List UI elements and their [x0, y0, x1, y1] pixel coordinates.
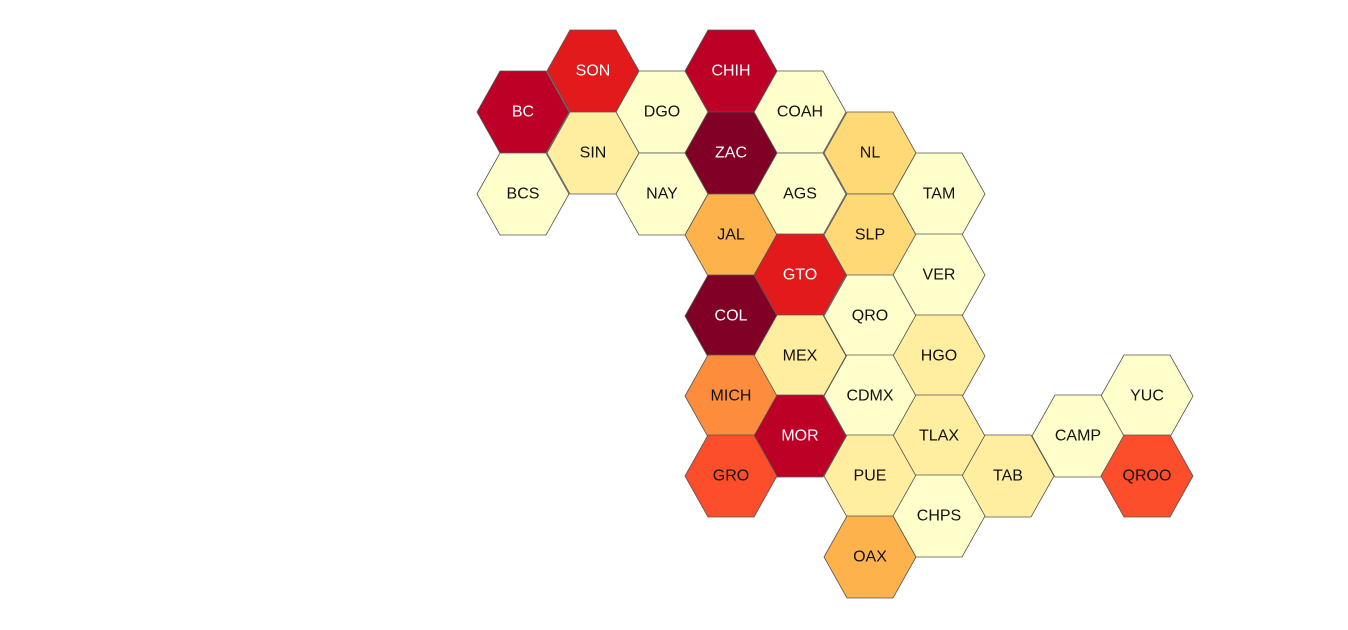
state-label: TLAX	[919, 428, 959, 445]
state-label: SON	[576, 63, 611, 80]
state-tile-camp[interactable]: CAMP	[1031, 394, 1125, 478]
state-label: TAM	[923, 186, 956, 203]
state-label: OAX	[853, 549, 887, 566]
state-label: NL	[860, 145, 881, 162]
state-tile-col[interactable]: COL	[684, 274, 778, 358]
state-hex[interactable]	[476, 152, 570, 236]
state-label: GRO	[713, 468, 749, 485]
state-label: YUC	[1130, 388, 1164, 405]
state-hex[interactable]	[961, 434, 1055, 518]
state-tile-gro[interactable]: GRO	[684, 434, 778, 518]
state-label: QRO	[852, 308, 888, 325]
state-label: MEX	[783, 348, 818, 365]
state-label: SLP	[855, 227, 885, 244]
state-tile-sin[interactable]: SIN	[546, 111, 640, 195]
state-label: CDMX	[846, 388, 893, 405]
state-hex[interactable]	[684, 434, 778, 518]
state-label: QROO	[1123, 468, 1172, 485]
state-tile-jal[interactable]: JAL	[684, 193, 778, 277]
state-label: ZAC	[715, 145, 747, 162]
state-label: DGO	[644, 104, 680, 121]
state-tile-tam[interactable]: TAM	[892, 152, 986, 236]
state-tile-qro[interactable]: QRO	[823, 274, 917, 358]
state-tile-mex[interactable]: MEX	[753, 314, 847, 398]
state-label: BCS	[507, 186, 540, 203]
state-label: NAY	[646, 186, 678, 203]
state-tile-oax[interactable]: OAX	[823, 515, 917, 599]
state-tile-zac[interactable]: ZAC	[684, 111, 778, 195]
state-tile-bcs[interactable]: BCS	[476, 152, 570, 236]
state-label: TAB	[993, 468, 1023, 485]
state-label: BC	[512, 104, 534, 121]
state-label: JAL	[717, 227, 745, 244]
hex-tiles-layer: SON CHIH BC DGO COAH SIN ZAC NL BCS NAY AGS TAM JAL S…	[476, 29, 1194, 599]
state-label: CAMP	[1055, 428, 1101, 445]
state-label: HGO	[921, 348, 957, 365]
state-label: CHPS	[917, 508, 961, 525]
state-tile-dgo[interactable]: DGO	[615, 70, 709, 154]
state-label: SIN	[580, 145, 607, 162]
state-tile-coah[interactable]: COAH	[753, 70, 847, 154]
state-hex[interactable]	[823, 515, 917, 599]
state-label: MICH	[711, 388, 752, 405]
state-tile-hgo[interactable]: HGO	[892, 314, 986, 398]
state-tile-tlax[interactable]: TLAX	[892, 394, 986, 478]
state-tile-qroo[interactable]: QROO	[1100, 434, 1194, 518]
state-tile-mor[interactable]: MOR	[753, 394, 847, 478]
state-label: MOR	[781, 428, 818, 445]
state-label: PUE	[854, 468, 887, 485]
state-tile-ver[interactable]: VER	[892, 233, 986, 317]
state-label: VER	[923, 267, 956, 284]
state-label: AGS	[783, 186, 817, 203]
state-tile-slp[interactable]: SLP	[823, 193, 917, 277]
state-label: GTO	[783, 267, 817, 284]
state-label: COAH	[777, 104, 823, 121]
state-label: COL	[715, 308, 748, 325]
state-tile-tab[interactable]: TAB	[961, 434, 1055, 518]
state-label: CHIH	[711, 63, 750, 80]
state-hex[interactable]	[1100, 434, 1194, 518]
